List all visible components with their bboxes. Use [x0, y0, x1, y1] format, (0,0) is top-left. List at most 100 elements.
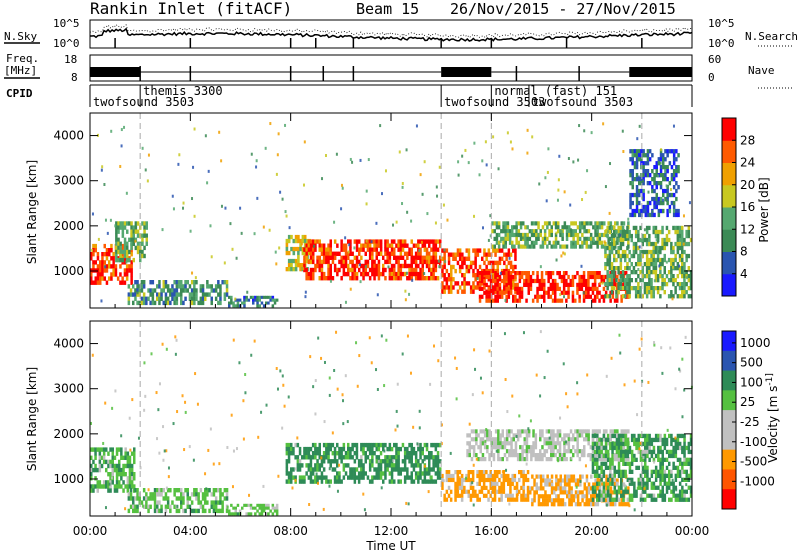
cell-6	[531, 486, 534, 491]
cell-5	[432, 247, 435, 252]
cell-5	[479, 445, 482, 450]
cell-10	[640, 149, 643, 154]
cell-0	[94, 451, 97, 456]
cell-0	[94, 467, 97, 473]
cell-7	[617, 457, 621, 462]
cell-6	[550, 490, 554, 495]
cell-8	[578, 244, 582, 249]
cell-6	[489, 268, 493, 274]
cell-9	[639, 270, 642, 275]
cell-5	[316, 255, 319, 260]
cell-5	[527, 433, 531, 438]
cell-1	[173, 488, 176, 493]
cell-3	[256, 304, 259, 308]
cell-9	[648, 237, 651, 243]
cell-7	[523, 271, 526, 276]
cell-3	[336, 471, 339, 476]
cell-7	[591, 271, 595, 276]
cell-3	[414, 471, 418, 476]
cell-5	[472, 453, 476, 458]
cell-0	[99, 272, 102, 277]
cell-0	[120, 447, 123, 452]
cell-8	[543, 229, 547, 234]
cell-7	[678, 445, 682, 451]
cell-1	[117, 225, 120, 230]
cell-5	[556, 429, 560, 434]
cell-10	[642, 204, 645, 210]
cell-6	[618, 502, 621, 507]
cell-0	[120, 484, 123, 489]
cell-2	[173, 280, 176, 285]
cell-4	[511, 497, 514, 502]
cell-8	[594, 225, 597, 230]
cell-10	[638, 149, 641, 154]
cell-1	[134, 508, 137, 514]
cell-7	[534, 278, 537, 284]
cell-5	[523, 441, 526, 446]
cell-3	[408, 459, 411, 464]
cell-5	[558, 429, 562, 434]
cell-6	[498, 277, 502, 282]
cell-3	[423, 455, 427, 460]
cell-9	[643, 233, 647, 239]
cell-3	[423, 471, 427, 476]
cell-9	[652, 262, 655, 267]
cell-3	[410, 471, 413, 476]
cell-0	[99, 276, 102, 281]
cell-10	[631, 149, 634, 154]
cell-5	[499, 441, 502, 446]
cell-3	[285, 451, 289, 456]
cell-4	[498, 470, 501, 475]
cell-4	[458, 481, 462, 486]
cell-7	[525, 278, 528, 284]
cell-3	[410, 463, 413, 468]
cell-8	[504, 236, 507, 241]
cell-8	[570, 244, 573, 249]
cell-6	[531, 502, 534, 507]
cell-9	[648, 282, 651, 287]
cell-5	[360, 243, 363, 248]
cell-5	[364, 251, 367, 256]
cell-0	[130, 248, 133, 253]
cell-7	[494, 286, 497, 291]
cell-3	[375, 442, 378, 448]
cell-5	[567, 441, 571, 446]
cell-0	[92, 264, 95, 269]
cell-3	[371, 446, 374, 452]
cell-8	[552, 240, 556, 245]
cell-9	[670, 257, 673, 263]
cell-5	[600, 453, 604, 458]
cell-3	[368, 459, 372, 464]
cell-7	[620, 449, 623, 455]
cell-8	[572, 244, 575, 249]
cell-3	[412, 451, 416, 456]
cell-1	[117, 245, 120, 251]
cell-7	[633, 493, 636, 498]
cell-6	[563, 486, 567, 491]
cell-7	[580, 286, 584, 291]
cell-9	[641, 270, 644, 275]
cell-9	[656, 229, 660, 235]
cell-1	[186, 504, 189, 509]
cell-6	[550, 482, 554, 487]
cell-6	[596, 502, 600, 507]
cell-5	[501, 429, 504, 434]
cell-3	[382, 459, 385, 464]
cell-7	[567, 290, 570, 295]
cell-4	[478, 481, 481, 486]
cell-3	[228, 295, 231, 299]
cell-1	[153, 504, 157, 509]
cell-7	[498, 294, 502, 299]
cell-9	[610, 286, 614, 291]
cell-4	[518, 470, 521, 475]
cell-0	[96, 264, 100, 269]
cell-5	[397, 247, 400, 252]
cell-1	[156, 508, 159, 514]
cell-7	[514, 282, 517, 287]
cell-7	[598, 271, 601, 276]
cell-8	[497, 225, 501, 230]
cell-6	[450, 264, 453, 270]
cell-7	[598, 449, 601, 455]
cell-4	[485, 485, 488, 490]
cell-5	[364, 259, 367, 265]
